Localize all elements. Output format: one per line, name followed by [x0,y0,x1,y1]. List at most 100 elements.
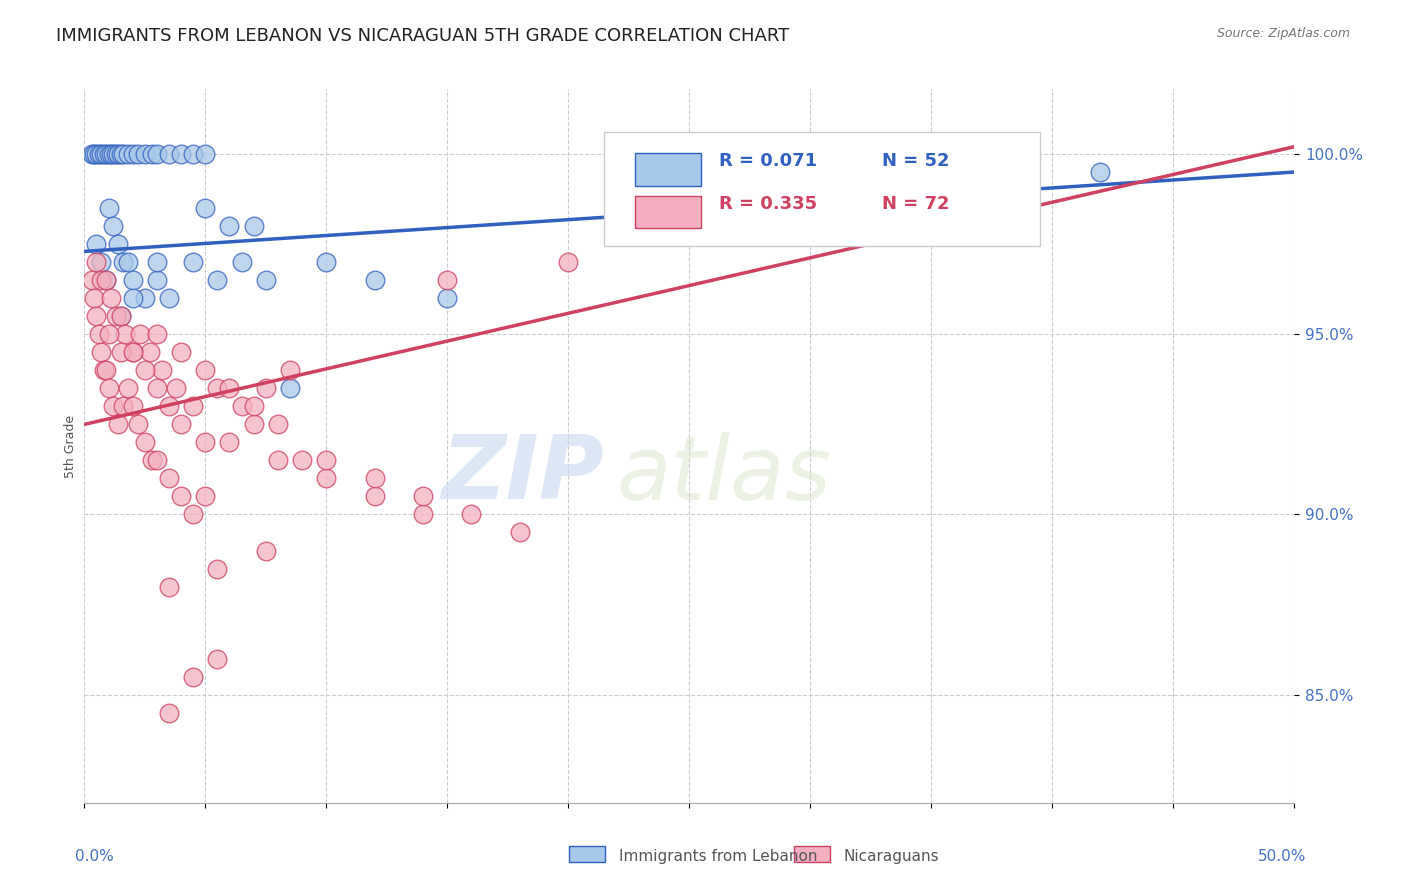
Point [127,417,149,432]
Point [94,273,117,287]
Point [112,147,135,161]
Point [83,291,105,305]
Point [87,327,110,342]
FancyBboxPatch shape [605,132,1039,246]
Point [146,255,169,269]
Point [146,381,169,395]
Text: N = 52: N = 52 [883,153,950,170]
Point [112,400,135,414]
Point [97,147,120,161]
Point [170,345,193,359]
Point [117,255,139,269]
Point [157,706,180,720]
Point [267,453,290,467]
Point [121,400,143,414]
Point [121,273,143,287]
Point [121,345,143,359]
Point [121,147,143,161]
Text: R = 0.071: R = 0.071 [720,153,817,170]
Point [194,435,217,450]
Point [141,453,163,467]
Point [107,417,129,432]
Point [146,273,169,287]
Point [121,291,143,305]
Point [315,255,337,269]
Point [100,291,122,305]
Point [93,147,115,161]
Point [107,147,129,161]
Point [170,147,193,161]
Point [134,435,156,450]
Point [207,381,229,395]
Point [100,147,122,161]
Point [134,363,156,377]
Point [146,453,169,467]
Point [194,363,217,377]
Point [412,490,434,504]
Point [181,255,204,269]
Point [194,490,217,504]
Point [103,219,125,234]
Point [207,651,229,665]
Point [181,147,204,161]
Point [90,273,112,287]
Point [134,147,156,161]
Point [117,381,139,395]
Point [363,490,385,504]
Point [127,147,149,161]
Point [94,147,117,161]
Text: R = 0.335: R = 0.335 [720,195,817,213]
Text: 50.0%: 50.0% [1258,849,1306,864]
Point [86,310,108,324]
Point [1088,165,1111,179]
Text: Immigrants from Lebanon: Immigrants from Lebanon [619,849,817,864]
Point [315,453,337,467]
Point [86,255,108,269]
Point [129,327,152,342]
Point [86,147,108,161]
Point [363,471,385,485]
Point [103,147,125,161]
Point [157,580,180,594]
Point [86,237,108,252]
Point [278,381,301,395]
Point [83,147,105,161]
Point [170,417,193,432]
Point [94,363,117,377]
Point [110,345,132,359]
Point [254,381,277,395]
Point [194,147,217,161]
Point [218,219,240,234]
Point [97,327,120,342]
Text: 0.0%: 0.0% [75,849,114,864]
Point [460,508,482,522]
Point [170,490,193,504]
Point [80,273,103,287]
Point [242,219,264,234]
Point [157,471,180,485]
Point [157,291,180,305]
Point [110,310,132,324]
Point [146,327,169,342]
Point [242,400,264,414]
Text: atlas: atlas [616,432,831,517]
Point [97,201,120,215]
Point [103,400,125,414]
Point [254,543,277,558]
Point [267,417,290,432]
Point [90,147,112,161]
Point [242,417,264,432]
Point [90,255,112,269]
Point [94,273,117,287]
Point [110,147,132,161]
Point [134,291,156,305]
Point [107,237,129,252]
Point [87,147,110,161]
Point [121,345,143,359]
Point [97,381,120,395]
Point [110,310,132,324]
Point [90,345,112,359]
Text: IMMIGRANTS FROM LEBANON VS NICARAGUAN 5TH GRADE CORRELATION CHART: IMMIGRANTS FROM LEBANON VS NICARAGUAN 5T… [56,27,790,45]
Point [194,201,217,215]
Point [150,363,173,377]
